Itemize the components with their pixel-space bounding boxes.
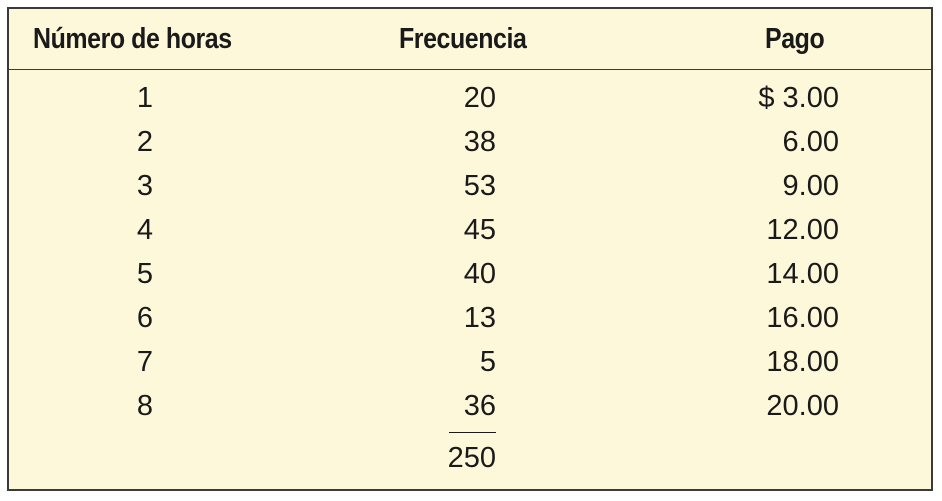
cell-frequency: 5 — [479, 346, 496, 378]
cell-frequency: 45 — [463, 214, 496, 246]
table-row: 3 53 9.00 — [9, 164, 931, 208]
cell-pay: 9.00 — [782, 170, 839, 202]
table-row: 2 38 6.00 — [9, 120, 931, 164]
table-row: 7 5 18.00 — [9, 340, 931, 384]
cell-hours: 3 — [136, 170, 154, 202]
cell-hours: 1 — [136, 82, 154, 114]
cell-hours: 2 — [136, 126, 154, 158]
cell-pay: 6.00 — [782, 126, 839, 158]
table-row: 4 45 12.00 — [9, 208, 931, 252]
cell-frequency: 40 — [463, 258, 496, 290]
cell-pay: 16.00 — [766, 302, 839, 334]
cell-hours: 6 — [136, 302, 154, 334]
table-row: 5 40 14.00 — [9, 252, 931, 296]
table-row: 8 36 20.00 — [9, 384, 931, 428]
header-hours: Número de horas — [33, 23, 232, 55]
cell-hours: 4 — [136, 214, 154, 246]
cell-hours: 8 — [136, 390, 154, 422]
header-frequency: Frecuencia — [399, 23, 527, 55]
cell-pay: 12.00 — [766, 214, 839, 246]
cell-frequency: 38 — [463, 126, 496, 158]
data-table: Número de horas Frecuencia Pago 1 20 $ 3… — [7, 7, 933, 491]
cell-pay: 18.00 — [766, 346, 839, 378]
table-header-row: Número de horas Frecuencia Pago — [9, 9, 931, 70]
table-row: 1 20 $ 3.00 — [9, 76, 931, 120]
cell-frequency: 13 — [463, 302, 496, 334]
cell-hours: 7 — [136, 346, 154, 378]
cell-pay: $ 3.00 — [758, 82, 839, 114]
cell-pay: 14.00 — [766, 258, 839, 290]
cell-pay: 20.00 — [766, 390, 839, 422]
total-row: 250 — [9, 436, 931, 480]
total-frequency: 250 — [447, 442, 496, 474]
sum-divider-line — [449, 432, 496, 433]
cell-hours: 5 — [136, 258, 154, 290]
cell-frequency: 36 — [463, 390, 496, 422]
cell-frequency: 20 — [463, 82, 496, 114]
header-pay: Pago — [765, 23, 825, 55]
table-row: 6 13 16.00 — [9, 296, 931, 340]
cell-frequency: 53 — [463, 170, 496, 202]
